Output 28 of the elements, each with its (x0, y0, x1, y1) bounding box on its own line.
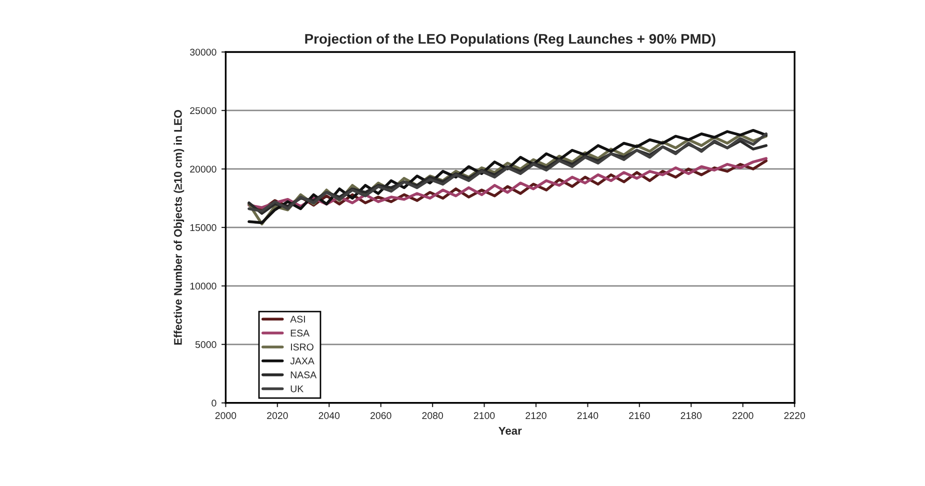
y-tick-label: 5000 (195, 341, 216, 348)
y-tick-label: 30000 (190, 48, 216, 56)
y-tick-label: 0 (212, 400, 216, 407)
x-tick-label: 2180 (680, 412, 702, 420)
legend-label: ESA (290, 330, 310, 337)
x-tick-label: 2220 (784, 412, 806, 420)
x-tick-label: 2020 (267, 412, 288, 420)
legend-label: ASI (290, 316, 305, 323)
y-tick-label: 15000 (190, 224, 216, 232)
x-tick-label: 2160 (629, 412, 650, 420)
x-tick-label: 2080 (422, 412, 443, 420)
x-axis-title: Year (498, 426, 522, 435)
x-tick-label: 2040 (318, 412, 340, 420)
y-axis-title: Effective Number of Objects (≥10 cm) in LEO (174, 110, 184, 345)
x-tick-label: 2000 (215, 412, 236, 420)
x-tick-label: 2120 (526, 412, 546, 420)
x-tick-label: 2200 (732, 412, 754, 420)
y-tick-label: 10000 (190, 282, 216, 290)
legend-label: UK (290, 385, 304, 392)
x-tick-label: 2100 (474, 412, 495, 420)
legend-label: JAXA (290, 358, 314, 364)
legend-label: NASA (290, 371, 317, 378)
x-tick-label: 2140 (577, 412, 598, 420)
y-tick-label: 20000 (190, 166, 216, 173)
legend-label: ISRO (291, 344, 314, 350)
x-tick-label: 2060 (370, 412, 392, 420)
y-tick-label: 25000 (190, 107, 216, 114)
chart-title: Projection of the LEO Populations (Reg Launches + 90% PMD) (305, 34, 716, 47)
